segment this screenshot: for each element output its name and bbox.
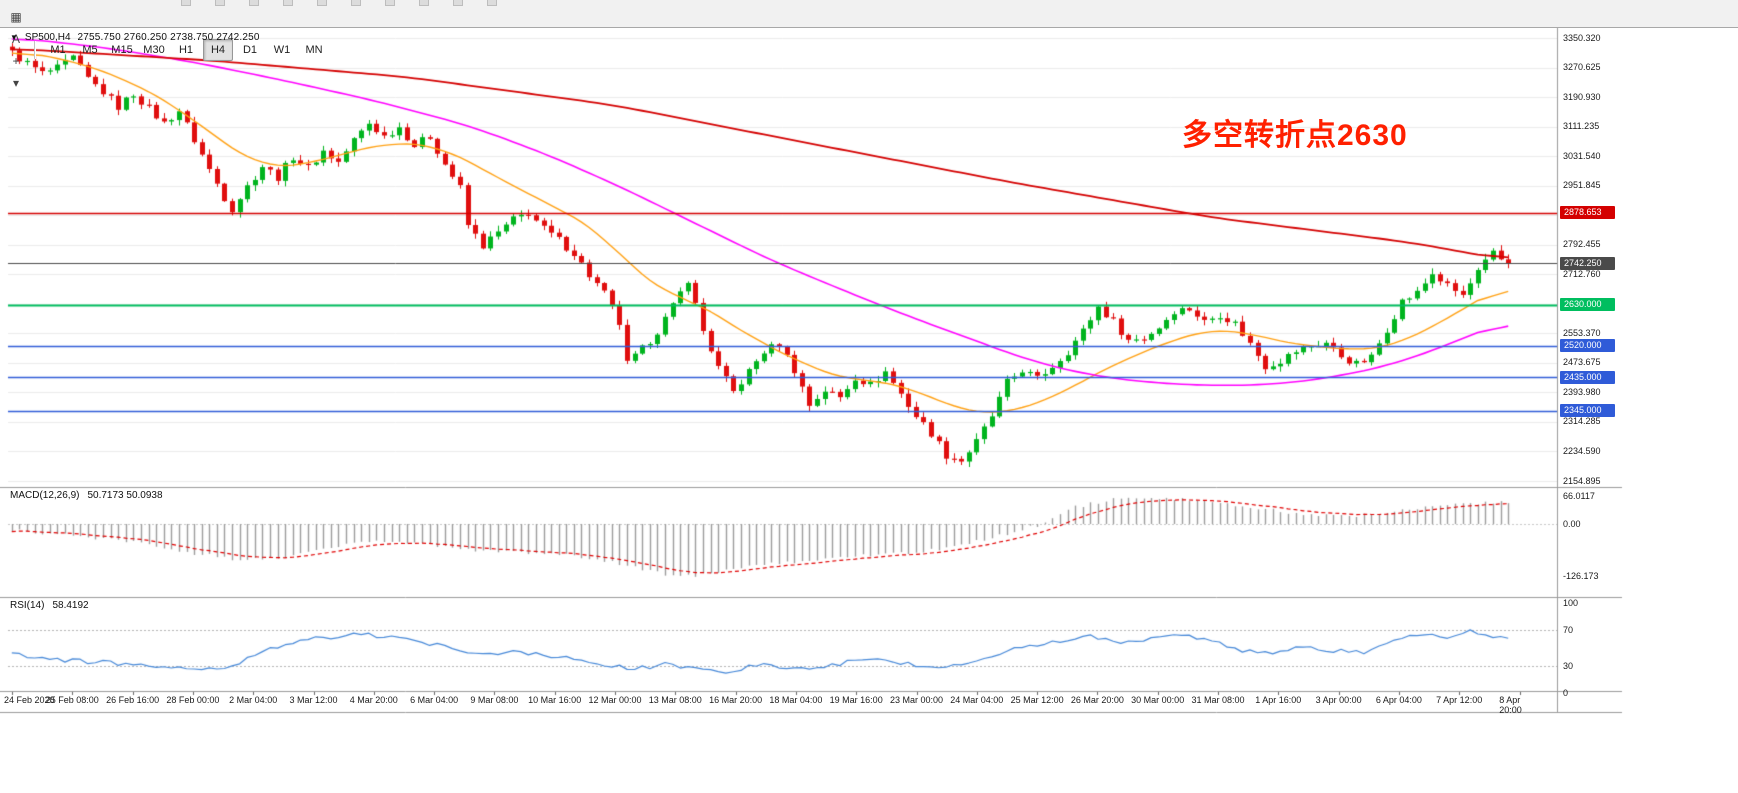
time-axis-label: 28 Feb 00:00: [166, 695, 220, 705]
price-axis-label: 2712.760: [1563, 268, 1601, 279]
rsi-indicator-value: 58.4192: [52, 600, 89, 611]
price-axis-label: 2154.895: [1563, 475, 1601, 486]
clipped-toolbar-icon: [249, 0, 259, 6]
timeframe-button-m5[interactable]: M5: [82, 44, 98, 56]
price-badge-support-line: 2520.000: [1560, 339, 1615, 353]
price-axis-label: 3190.930: [1563, 91, 1601, 102]
clipped-toolbar-icon: [453, 0, 463, 6]
price-axis-label: 3031.540: [1563, 150, 1601, 161]
time-axis-label: 12 Mar 00:00: [588, 695, 642, 705]
timeframe-button-m1[interactable]: M1: [50, 44, 66, 56]
time-axis-label: 30 Mar 00:00: [1131, 695, 1185, 705]
time-axis-label: 6 Apr 04:00: [1375, 695, 1422, 705]
timeframe-button-w1[interactable]: W1: [273, 44, 291, 56]
price-axis-label: 2314.285: [1563, 416, 1601, 427]
price-badge-pivot-line: 2630.000: [1560, 298, 1615, 312]
macd-axis-label: 0.00: [1563, 518, 1581, 529]
rsi-axis-label: 70: [1563, 624, 1574, 635]
price-axis[interactable]: 3350.320 3270.625 3190.930 3111.235 3031.540…: [1560, 0, 1624, 793]
macd-indicator-values: 50.7173 50.0938: [87, 490, 163, 501]
clipped-toolbar-icon: [385, 0, 395, 6]
time-axis-label: 26 Mar 20:00: [1070, 695, 1124, 705]
price-badge-resistance-line: 2878.653: [1560, 206, 1615, 220]
price-badge-support-line: 2435.000: [1560, 370, 1615, 384]
new-order-grid-icon[interactable]: ▦: [10, 10, 22, 24]
clipped-toolbar-icon: [487, 0, 497, 6]
clipped-toolbar-icon: [181, 0, 191, 6]
symbol-marker-icon: ▼: [10, 33, 18, 42]
timeframe-button-m30[interactable]: M30: [143, 44, 165, 56]
time-axis-label: 6 Mar 04:00: [410, 695, 459, 705]
price-axis-label: 2234.590: [1563, 445, 1601, 456]
price-axis-label: 3350.320: [1563, 32, 1601, 43]
price-axis-label: 3111.235: [1563, 121, 1600, 132]
text-label-icon[interactable]: A: [11, 32, 20, 46]
cursor-dropdown-icon[interactable]: ▾: [12, 76, 20, 90]
price-axis-label: 2473.675: [1563, 357, 1601, 368]
symbol-info: ▼ SP500,H4 2755.750 2760.250 2738.750 27…: [10, 32, 260, 43]
crosshair-tool-icon[interactable]: +: [12, 54, 20, 68]
price-axis-label: 2553.370: [1563, 327, 1601, 338]
timeframe-button-h1[interactable]: H1: [178, 44, 194, 56]
tool-icon-group: ▦ A + ▾: [4, 6, 28, 94]
time-axis-label: 4 Mar 20:00: [349, 695, 398, 705]
rsi-axis-label: 30: [1563, 660, 1574, 671]
clipped-toolbar-icon: [215, 0, 225, 6]
time-axis-label: 23 Mar 00:00: [889, 695, 944, 705]
timeframe-button-mn[interactable]: MN: [305, 44, 323, 56]
time-axis-label: 18 Mar 04:00: [769, 695, 823, 705]
symbol-title: SP500,H4: [24, 32, 71, 43]
timeframe-button-d1[interactable]: D1: [242, 44, 258, 56]
macd-indicator-name: MACD(12,26,9): [10, 490, 80, 501]
time-axis-label: 25 Feb 08:00: [45, 695, 99, 705]
clipped-toolbar-icon: [283, 0, 293, 6]
macd-axis-label: -126.173: [1563, 571, 1599, 582]
time-axis-label: 7 Apr 12:00: [1436, 695, 1483, 705]
time-axis-label: 24 Mar 04:00: [950, 695, 1004, 705]
time-axis-label: 24 Feb 2020: [4, 695, 55, 705]
price-axis-label: 2951.845: [1563, 180, 1601, 191]
macd-axis-label: 66.0117: [1563, 490, 1595, 501]
price-badge-support-line: 2345.000: [1560, 404, 1615, 418]
clipped-toolbar-row: [181, 0, 497, 6]
time-axis-label: 13 Mar 08:00: [648, 695, 702, 705]
time-axis-label: 3 Mar 12:00: [289, 695, 338, 705]
time-axis-label: 26 Feb 16:00: [106, 695, 160, 705]
rsi-panel-title: RSI(14) 58.4192: [10, 600, 89, 611]
price-axis-label: 3270.625: [1563, 62, 1601, 73]
timeframe-button-m15[interactable]: M15: [111, 44, 133, 56]
toolbar-separator: [34, 41, 36, 59]
rsi-axis-label: 100: [1563, 597, 1579, 608]
time-axis-label: 25 Mar 12:00: [1010, 695, 1064, 705]
chart-annotation-text: 多空转折点2630: [1182, 119, 1408, 152]
price-axis-label: 2393.980: [1563, 386, 1601, 397]
time-axis-label: 3 Apr 00:00: [1315, 695, 1362, 705]
rsi-indicator-name: RSI(14): [10, 600, 45, 611]
time-axis-label: 19 Mar 16:00: [829, 695, 883, 705]
toolbar: ▦ A + ▾ M1 M5 M15 M30 H1 H4 D1 W1 MN: [0, 0, 1738, 90]
time-axis-label: 9 Mar 08:00: [470, 695, 519, 705]
time-axis-label: 10 Mar 16:00: [528, 695, 582, 705]
time-axis[interactable]: 24 Feb 2020 25 Feb 08:00 26 Feb 16:00 28 Fe…: [0, 691, 1560, 715]
price-axis-label: 2792.455: [1563, 239, 1601, 250]
clipped-toolbar-icon: [317, 0, 327, 6]
clipped-toolbar-icon: [351, 0, 361, 6]
timeframe-button-h4[interactable]: H4: [203, 39, 233, 61]
ohlc-values: 2755.750 2760.250 2738.750 2742.250: [77, 32, 260, 43]
timeframe-toolbar: M1 M5 M15 M30 H1 H4 D1 W1 MN: [42, 39, 330, 61]
time-axis-label: 2 Mar 04:00: [229, 695, 278, 705]
macd-panel-title: MACD(12,26,9) 50.7173 50.0938: [10, 490, 163, 501]
clipped-toolbar-icon: [419, 0, 429, 6]
time-axis-label: 16 Mar 20:00: [709, 695, 763, 705]
time-axis-label: 8 Apr 20:00: [1499, 695, 1522, 715]
time-axis-label: 31 Mar 08:00: [1191, 695, 1245, 705]
rsi-axis-label: 0: [1563, 687, 1569, 698]
time-axis-label: 1 Apr 16:00: [1255, 695, 1302, 705]
price-badge-current-price: 2742.250: [1560, 256, 1615, 270]
